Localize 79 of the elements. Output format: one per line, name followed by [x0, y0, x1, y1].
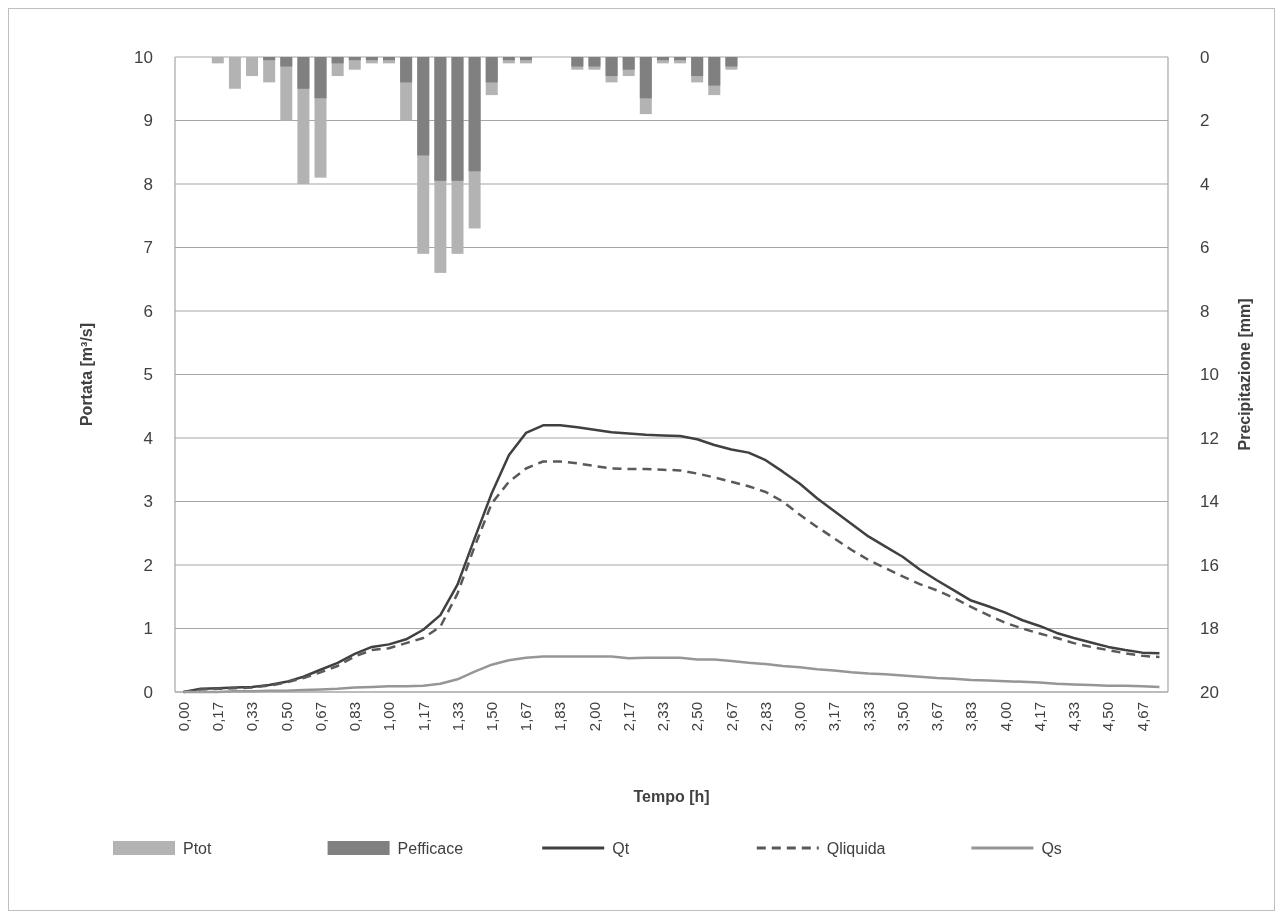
- x-tick-label: 1,67: [517, 702, 535, 732]
- y-tick-label: 2: [143, 555, 153, 575]
- x-tick-label: 3,50: [893, 702, 911, 732]
- bar: [451, 57, 464, 181]
- bar: [468, 57, 481, 172]
- x-tick-label: 2,33: [654, 702, 672, 732]
- x-tick-label: 2,50: [688, 702, 706, 732]
- bar: [417, 57, 430, 156]
- y2-tick-label: 16: [1200, 555, 1219, 575]
- x-tick-label: 1,33: [448, 702, 466, 732]
- bar: [246, 57, 259, 77]
- x-tick-label: 3,67: [928, 702, 946, 732]
- x-tick-label: 1,00: [380, 702, 398, 732]
- x-tick-label: 1,17: [414, 702, 432, 732]
- y2-tick-label: 0: [1200, 47, 1210, 67]
- x-tick-label: 1,50: [482, 702, 500, 732]
- x-tick-label: 4,00: [996, 702, 1014, 732]
- y2-tick-label: 2: [1200, 111, 1210, 131]
- y2-tick-label: 8: [1200, 301, 1210, 321]
- legend-label: Ptot: [183, 839, 213, 857]
- legend-label: Qt: [612, 839, 630, 857]
- bar: [622, 57, 635, 70]
- y2-tick-label: 20: [1200, 682, 1219, 702]
- bar: [228, 57, 241, 89]
- x-axis-title: Tempo [h]: [633, 788, 710, 805]
- x-tick-label: 3,83: [962, 702, 980, 732]
- bar: [263, 57, 276, 61]
- y-tick-label: 0: [143, 682, 153, 702]
- y2-tick-label: 14: [1200, 492, 1219, 512]
- x-tick-label: 0,50: [277, 702, 295, 732]
- y2-tick-label: 10: [1200, 365, 1219, 385]
- legend-label: Pefficace: [397, 839, 464, 857]
- bar: [605, 57, 618, 77]
- x-tick-label: 2,83: [756, 702, 774, 732]
- bar: [485, 57, 498, 83]
- y-tick-label: 1: [143, 619, 153, 639]
- x-tick-label: 4,33: [1065, 702, 1083, 732]
- x-tick-label: 2,67: [722, 702, 740, 732]
- bar: [400, 57, 413, 83]
- y-tick-label: 10: [134, 47, 153, 67]
- x-tick-label: 2,00: [585, 702, 603, 732]
- y-tick-label: 9: [143, 111, 153, 131]
- bar: [211, 57, 224, 64]
- bar: [297, 57, 310, 89]
- x-tick-label: 2,17: [619, 702, 637, 732]
- bar: [434, 57, 447, 181]
- y-tick-label: 8: [143, 174, 153, 194]
- legend-label: Qs: [1041, 839, 1062, 857]
- x-tick-label: 3,17: [825, 702, 843, 732]
- x-tick-label: 4,17: [1030, 702, 1048, 732]
- y2-tick-label: 18: [1200, 619, 1219, 639]
- x-tick-label: 0,83: [346, 702, 364, 732]
- x-tick-label: 0,00: [174, 702, 192, 732]
- bar: [314, 57, 327, 99]
- y-tick-label: 6: [143, 301, 153, 321]
- x-tick-label: 1,83: [551, 702, 569, 732]
- x-tick-label: 3,00: [791, 702, 809, 732]
- y2-tick-label: 6: [1200, 238, 1210, 258]
- bar: [280, 57, 293, 67]
- x-tick-label: 4,67: [1133, 702, 1151, 732]
- y2-tick-label: 4: [1200, 174, 1210, 194]
- y-tick-label: 5: [143, 365, 153, 385]
- bar: [708, 57, 721, 86]
- y-tick-label: 7: [143, 238, 153, 258]
- bar: [331, 57, 344, 64]
- y2-tick-label: 12: [1200, 428, 1219, 448]
- y2-axis-title: Precipitazione [mm]: [1236, 298, 1253, 451]
- y-axis-title: Portata [m³/s]: [78, 322, 95, 427]
- x-tick-label: 0,33: [243, 702, 261, 732]
- x-tick-label: 3,33: [859, 702, 877, 732]
- y-tick-label: 4: [143, 428, 153, 448]
- x-tick-label: 0,17: [209, 702, 227, 732]
- bar: [639, 57, 652, 99]
- x-tick-label: 4,50: [1099, 702, 1117, 732]
- y-tick-label: 3: [143, 492, 153, 512]
- x-tick-label: 0,67: [311, 702, 329, 732]
- bar: [691, 57, 704, 77]
- legend-label: Qliquida: [826, 839, 886, 857]
- bar: [348, 57, 361, 61]
